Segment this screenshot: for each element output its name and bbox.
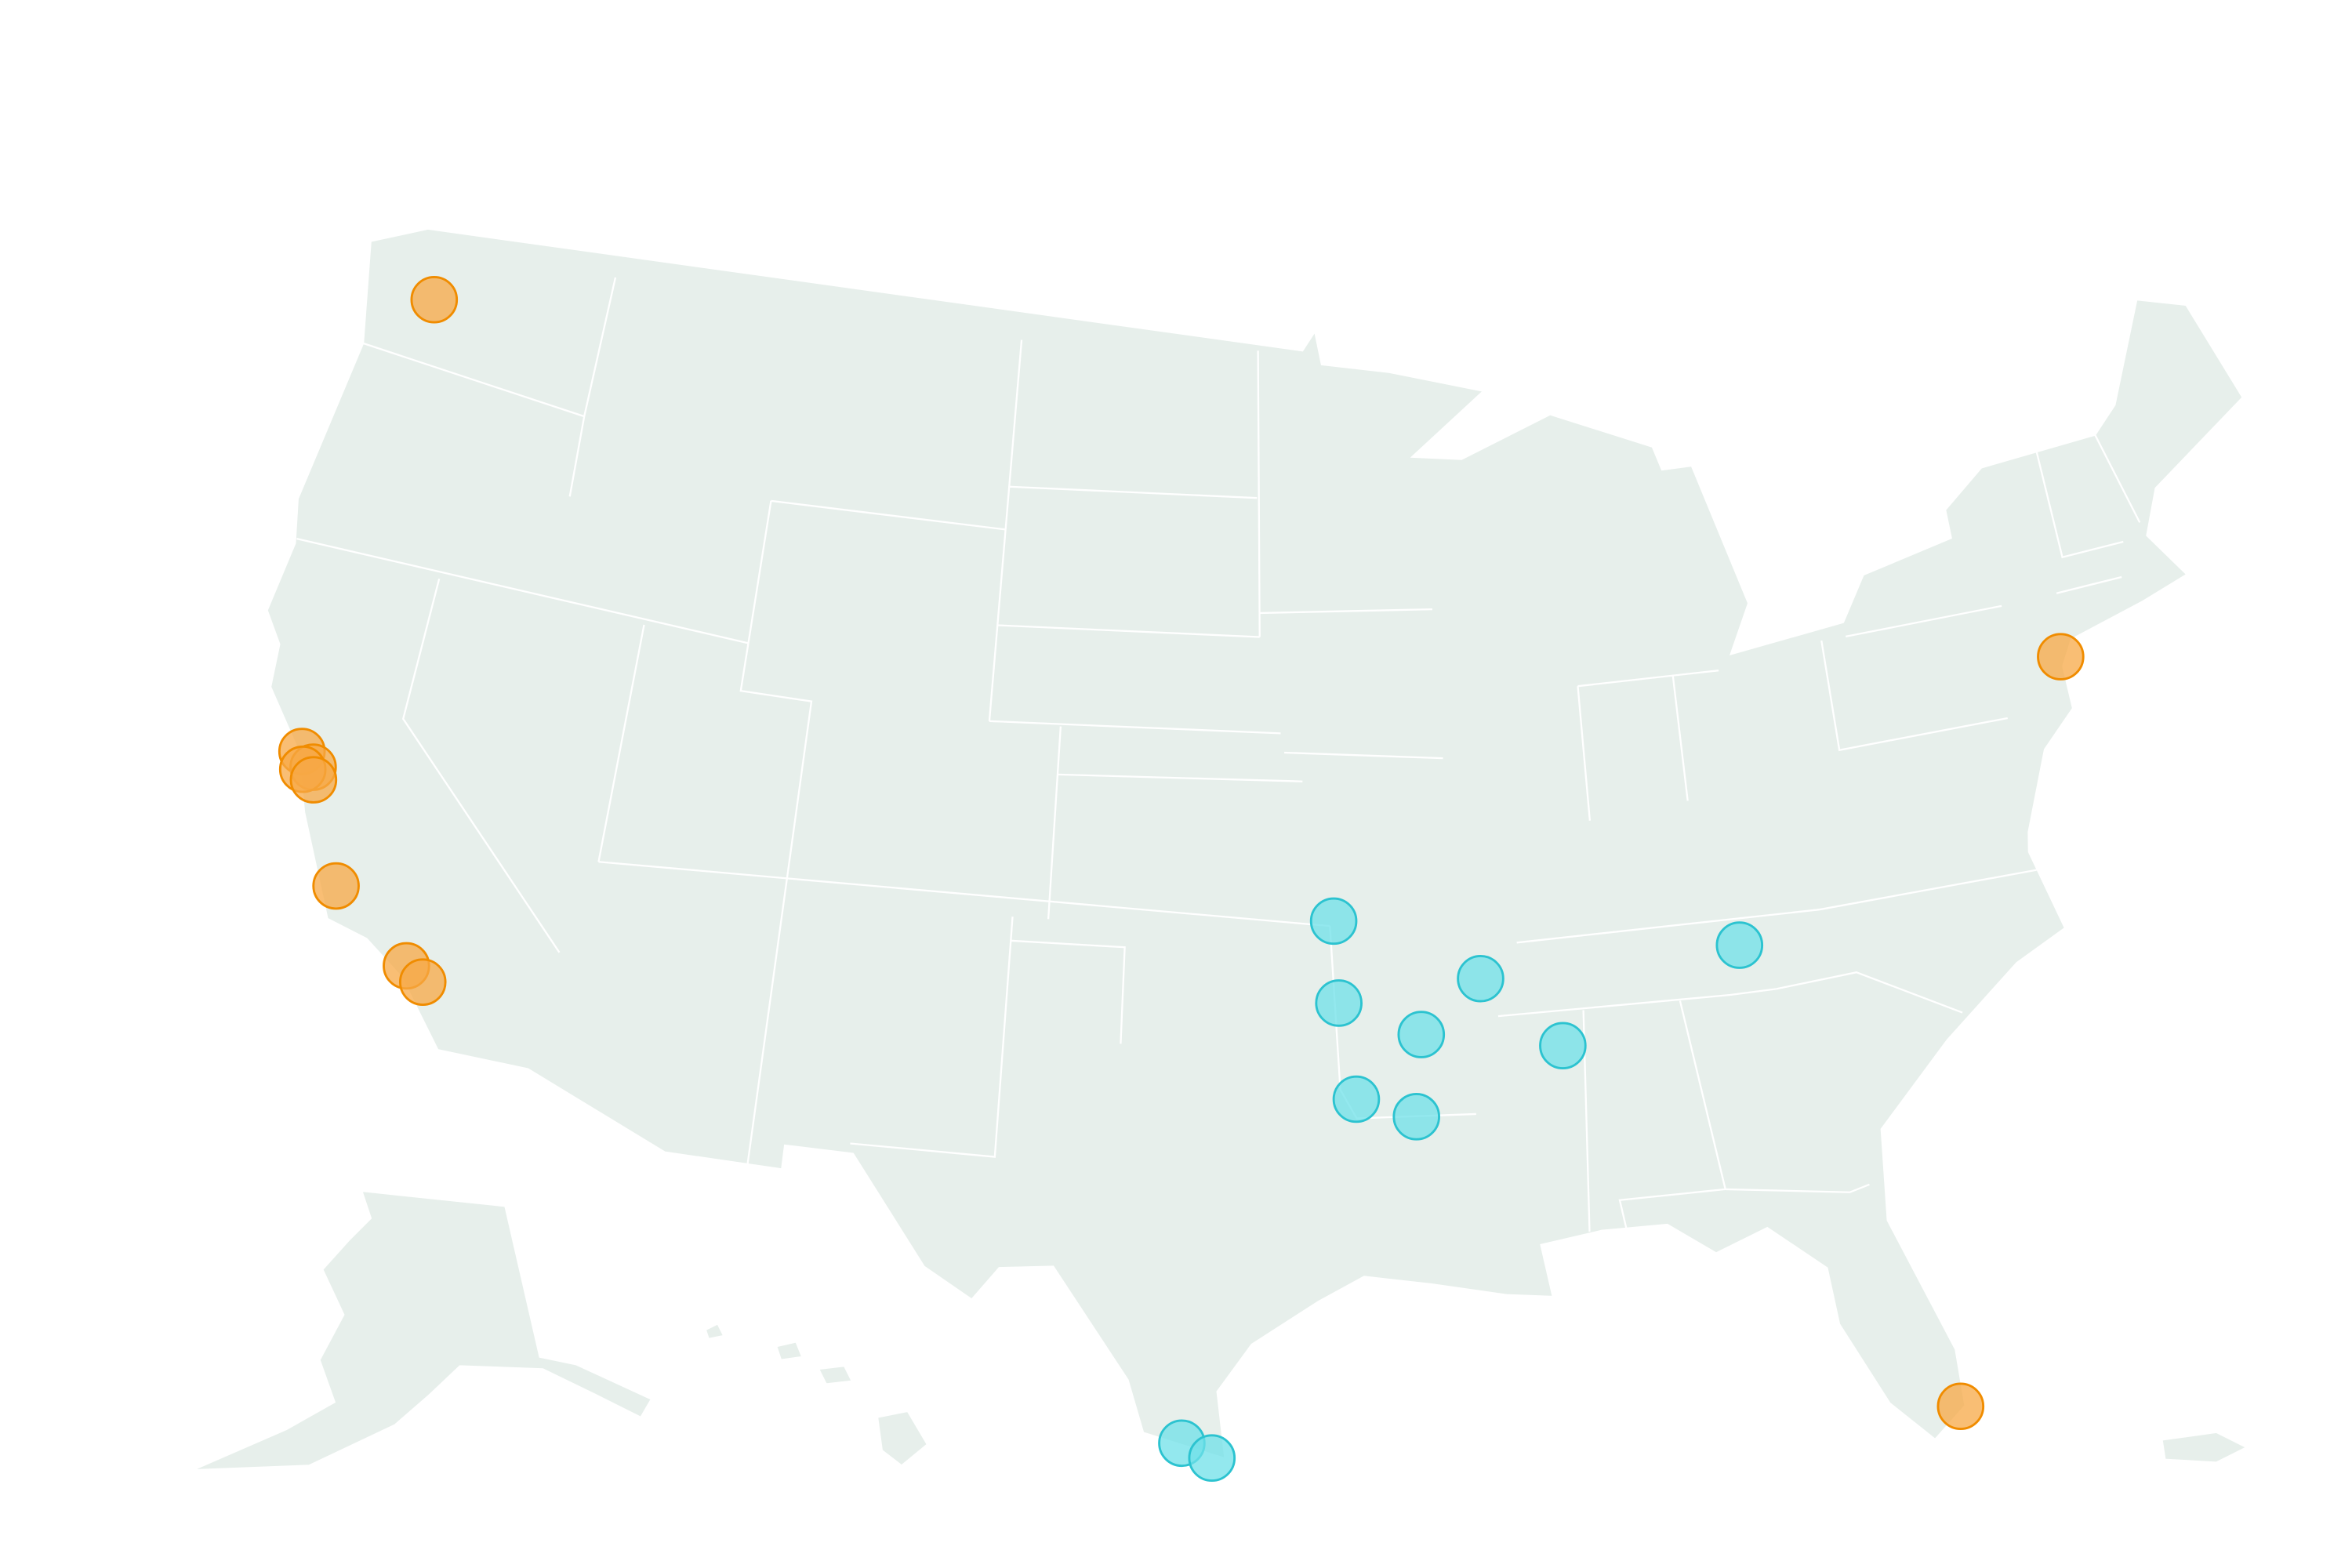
state-border <box>1820 640 2008 752</box>
location-marker <box>312 862 360 910</box>
state-border <box>1776 971 1963 1014</box>
state-border <box>597 624 645 862</box>
location-marker <box>410 275 459 324</box>
location-marker <box>1539 1022 1587 1070</box>
state-border <box>296 537 749 644</box>
land <box>192 227 2249 1471</box>
state-border <box>1497 988 1777 1018</box>
location-marker <box>1715 921 1764 969</box>
state-border <box>1577 670 1719 688</box>
location-marker <box>289 756 338 804</box>
puerto-rico <box>2161 1431 2249 1464</box>
state-border <box>989 720 1281 735</box>
location-marker <box>1392 1093 1440 1141</box>
state-border <box>1284 751 1443 760</box>
state-border <box>1058 773 1303 782</box>
state-border <box>1516 909 1820 944</box>
state-border <box>1846 604 2002 638</box>
state-border <box>850 916 1014 1158</box>
hawaii <box>704 1323 928 1467</box>
state-border <box>1577 686 1592 821</box>
state-border <box>2094 434 2141 523</box>
state-border <box>1257 350 1261 637</box>
contiguous-states <box>266 227 2244 1460</box>
state-border <box>598 861 1330 927</box>
state-border <box>988 339 1023 721</box>
markers <box>278 275 2085 1482</box>
location-marker <box>398 958 447 1006</box>
location-marker <box>1397 1011 1446 1058</box>
state-border <box>1009 485 1258 499</box>
state-border <box>401 578 561 953</box>
state-border <box>1618 1000 1727 1229</box>
location-marker <box>1457 954 1504 1003</box>
state-border <box>771 499 1006 531</box>
alaska <box>192 1190 653 1471</box>
state-border <box>1259 608 1432 615</box>
state-border <box>739 500 813 1165</box>
state-border <box>1047 726 1062 920</box>
location-marker <box>1309 897 1358 946</box>
location-marker <box>1315 979 1363 1027</box>
state-border <box>1725 1183 1870 1193</box>
state-border <box>1671 676 1689 801</box>
location-marker <box>1188 1434 1236 1482</box>
location-marker <box>1332 1075 1381 1123</box>
state-border <box>2056 575 2122 594</box>
location-marker <box>2037 633 2085 681</box>
state-border <box>362 342 585 418</box>
location-marker <box>1936 1382 1985 1431</box>
state-border <box>2034 449 2124 559</box>
state-border <box>1011 939 1126 1044</box>
state-border <box>997 624 1260 638</box>
state-border <box>1819 869 2037 911</box>
